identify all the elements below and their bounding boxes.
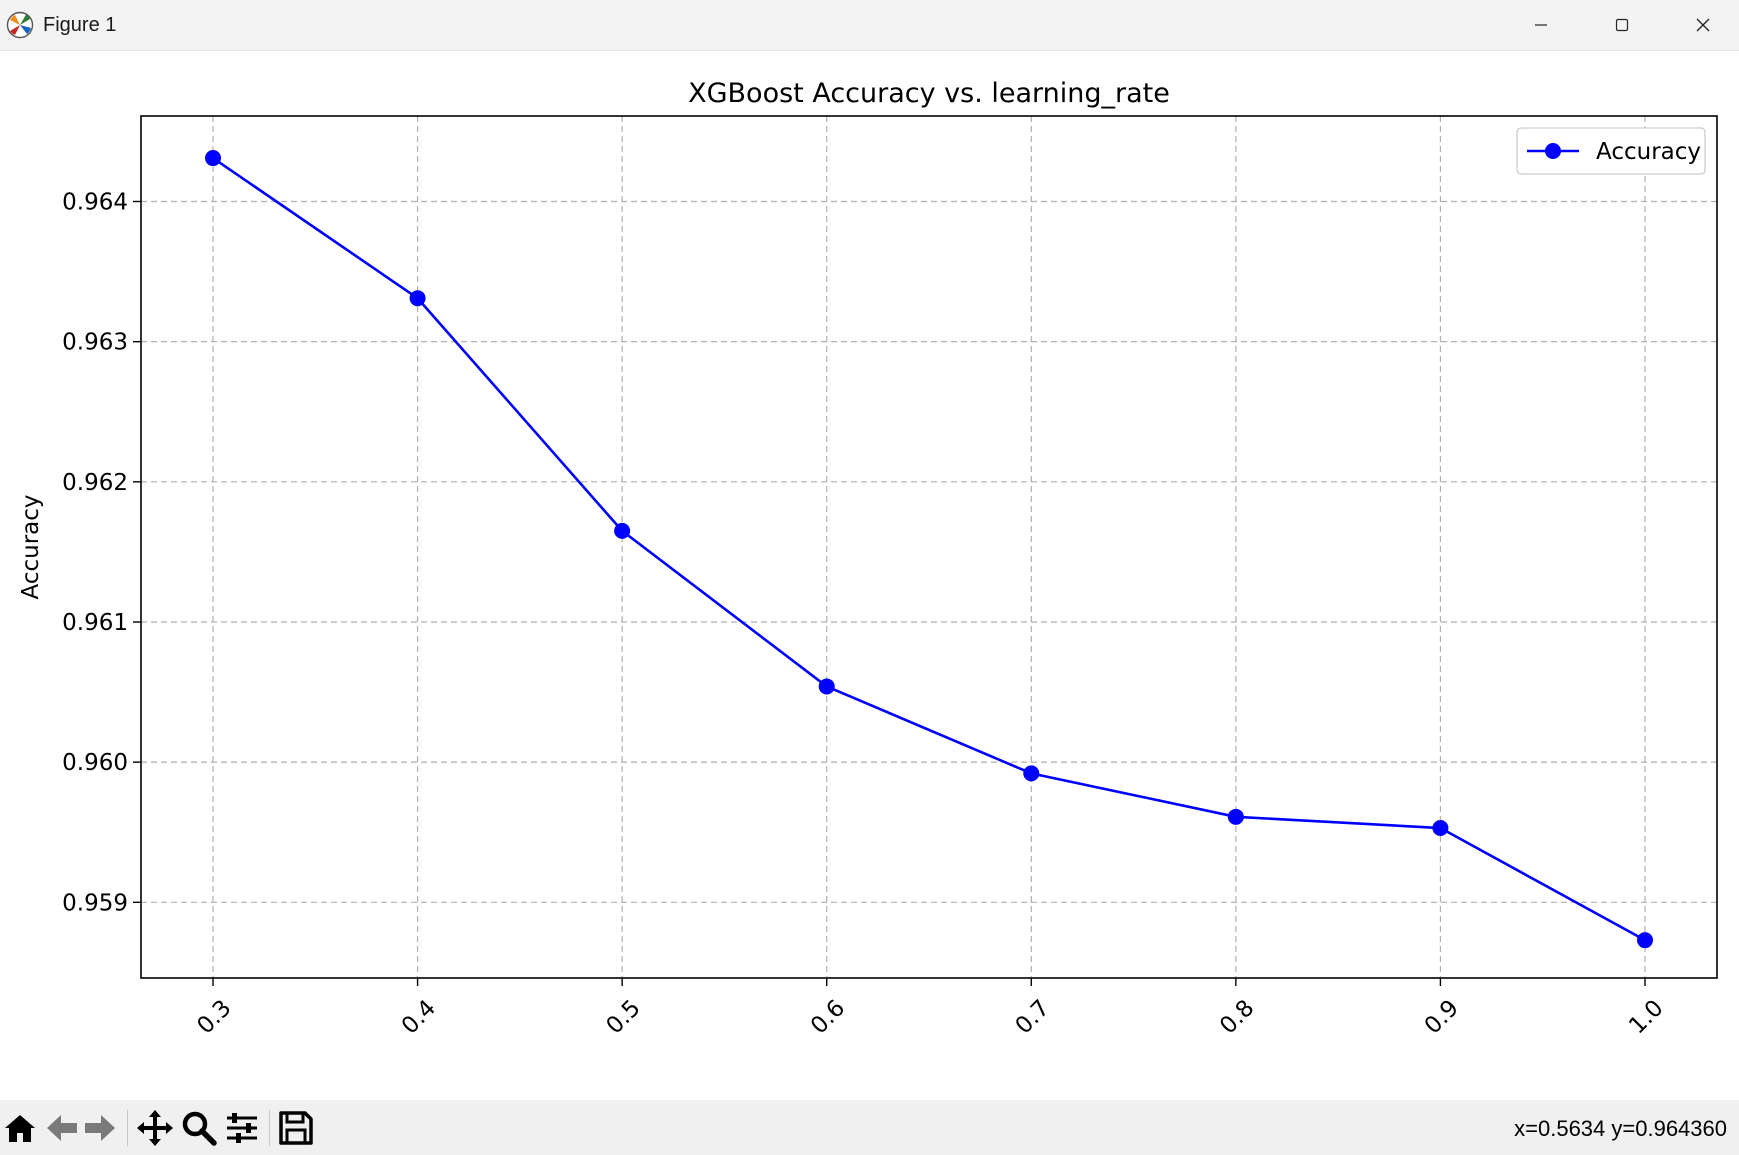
y-tick-label: 0.959 — [62, 890, 128, 916]
x-axis-ticks: 0.3 0.4 0.5 0.6 0.7 0.8 0.9 1.0 — [192, 978, 1669, 1039]
data-point-marker — [1023, 765, 1040, 782]
legend: Accuracy — [1516, 127, 1706, 175]
home-button[interactable] — [0, 1108, 40, 1148]
data-series — [205, 150, 1653, 949]
configure-subplots-icon — [227, 1113, 257, 1143]
toolbar-separator — [269, 1110, 270, 1146]
y-tick-label: 0.960 — [62, 750, 128, 776]
data-point-marker — [205, 150, 222, 167]
data-point-marker — [1432, 820, 1449, 837]
window-title: Figure 1 — [43, 14, 117, 36]
data-point-marker — [818, 678, 835, 695]
minimize-button[interactable] — [1501, 0, 1581, 50]
navigation-toolbar: x=0.5634 y=0.964360 — [0, 1100, 1739, 1155]
save-button[interactable] — [276, 1108, 316, 1148]
zoom-magnifier-icon — [182, 1111, 217, 1146]
maximize-icon — [1615, 18, 1629, 32]
axes-frame — [140, 115, 1718, 979]
zoom-button[interactable] — [179, 1108, 219, 1148]
close-icon — [1696, 18, 1710, 32]
data-point-marker — [409, 290, 426, 307]
y-tick-label: 0.964 — [62, 189, 128, 215]
save-floppy-icon — [279, 1111, 313, 1145]
forward-arrow-icon — [85, 1115, 115, 1141]
chart-title: XGBoost Accuracy vs. learning_rate — [688, 78, 1170, 109]
x-tick-label: 0.4 — [397, 995, 441, 1039]
matplotlib-app-icon — [6, 11, 34, 39]
pan-move-icon — [137, 1110, 173, 1146]
legend-marker-swatch — [1545, 143, 1561, 159]
y-axis-ticks: 0.959 0.960 0.961 0.962 0.963 0.964 — [62, 189, 141, 916]
toolbar-separator — [127, 1110, 128, 1146]
legend-label: Accuracy — [1596, 139, 1701, 165]
window-titlebar: Figure 1 — [0, 0, 1739, 51]
maximize-button[interactable] — [1582, 0, 1662, 50]
series-line — [212, 156, 1646, 942]
x-tick-label: 1.0 — [1624, 995, 1668, 1039]
y-tick-label: 0.962 — [62, 470, 128, 496]
legend-box — [1516, 127, 1706, 175]
close-button[interactable] — [1663, 0, 1739, 50]
x-tick-label: 0.8 — [1215, 995, 1259, 1039]
x-tick-label: 0.3 — [192, 995, 236, 1039]
minimize-icon — [1535, 24, 1547, 26]
back-button[interactable] — [42, 1108, 82, 1148]
cursor-coordinates: x=0.5634 y=0.964360 — [1514, 1116, 1727, 1141]
data-point-marker — [614, 522, 631, 539]
line-chart: 0.959 0.960 0.961 0.962 0.963 0.964 0.3 0.4 0.5… — [18, 78, 1718, 1124]
y-tick-label: 0.961 — [62, 610, 128, 636]
y-axis-label: Accuracy — [18, 494, 44, 599]
grid-lines — [141, 116, 1717, 978]
x-tick-label: 0.6 — [806, 995, 850, 1039]
figure-canvas[interactable]: 0.959 0.960 0.961 0.962 0.963 0.964 0.3 0.4 0.5… — [0, 51, 1739, 1124]
home-icon — [5, 1115, 35, 1142]
x-tick-label: 0.5 — [601, 995, 645, 1039]
configure-subplots-button[interactable] — [222, 1108, 262, 1148]
back-arrow-icon — [47, 1115, 77, 1141]
x-tick-label: 0.9 — [1420, 995, 1464, 1039]
y-tick-label: 0.963 — [62, 330, 128, 356]
data-point-marker — [1636, 932, 1653, 949]
forward-button[interactable] — [80, 1108, 120, 1148]
pan-button[interactable] — [135, 1108, 175, 1148]
data-point-marker — [1227, 808, 1244, 825]
x-tick-label: 0.7 — [1011, 995, 1055, 1039]
